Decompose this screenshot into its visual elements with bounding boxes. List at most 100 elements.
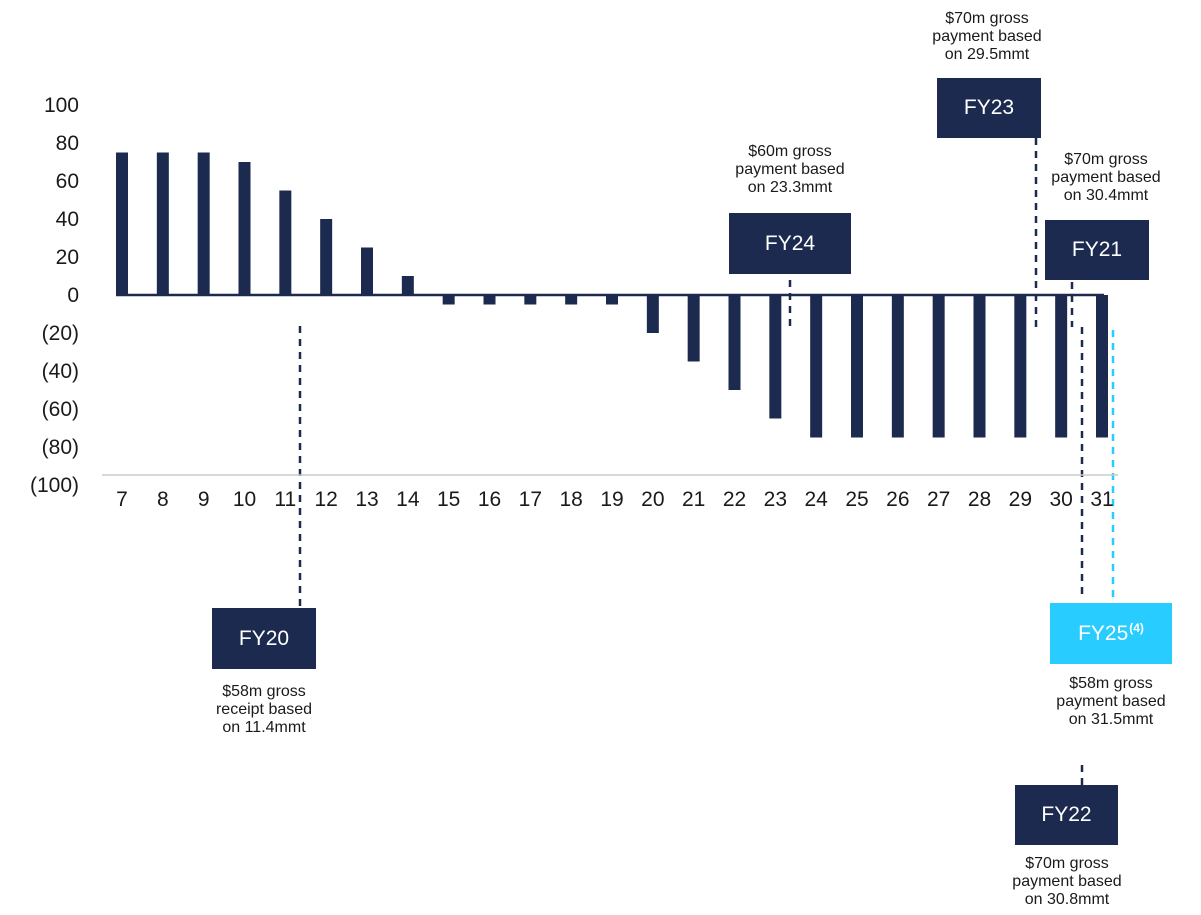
bar-19: [606, 295, 618, 305]
fy20-note-line-1: $58m gross: [222, 683, 306, 700]
x-tick-label: 13: [355, 488, 378, 511]
y-tick-label: 40: [56, 208, 79, 231]
bar-26: [891, 295, 904, 438]
y-tick-label: (20): [42, 322, 79, 345]
bar-27: [932, 295, 945, 438]
y-axis-ticks: 100 80 60 40 20 0 (20) (40) (60) (80) (100): [30, 94, 79, 497]
bar-14: [401, 276, 414, 295]
fy20-label-box: FY20: [212, 608, 316, 669]
fy22-note-line-2: payment based: [1012, 873, 1122, 890]
x-tick-label: 23: [764, 488, 787, 511]
fy23-note-line-2: payment based: [932, 28, 1042, 45]
bar-22: [728, 295, 741, 390]
x-tick-label: 24: [804, 488, 828, 511]
bar-25: [851, 295, 863, 438]
fy25-note-line-3: on 31.5mmt: [1068, 711, 1154, 728]
y-tick-label: (100): [30, 474, 79, 497]
x-tick-label: 11: [274, 488, 296, 511]
x-tick-label: 17: [519, 488, 542, 511]
y-tick-label: (80): [42, 436, 79, 459]
x-tick-label: 8: [157, 488, 169, 511]
bar-17: [524, 295, 537, 305]
fy20-note: $58m gross receipt based on 11.4mmt: [164, 683, 364, 737]
fy25-note-line-2: payment based: [1056, 693, 1166, 710]
fy24-note-line-3: on 23.3mmt: [747, 179, 833, 196]
x-tick-label: 27: [927, 488, 950, 511]
x-tick-label: 19: [600, 488, 623, 511]
y-tick-label: 20: [56, 246, 79, 269]
bar-23: [769, 295, 782, 419]
bar-11: [279, 190, 292, 295]
x-tick-label: 18: [559, 488, 582, 511]
bar-8: [156, 152, 169, 295]
bar-series: [116, 152, 1108, 438]
fy22-label: FY22: [1041, 803, 1092, 826]
fy20-label: FY20: [238, 626, 290, 650]
fy24-label-box: FY24: [729, 213, 851, 274]
chart-axes: [102, 293, 1118, 476]
fy23-label: FY23: [963, 96, 1015, 119]
bar-30: [1055, 295, 1068, 438]
fy20-note-line-2: receipt based: [215, 701, 313, 718]
fy25-note: $58m gross payment based on 31.5mmt: [1011, 675, 1201, 729]
bar-9: [197, 152, 210, 295]
fy23-label-box: FY23: [937, 78, 1041, 138]
callout-leader-lines: [298, 138, 1115, 785]
x-tick-label: 31: [1090, 488, 1113, 511]
x-tick-label: 9: [198, 488, 210, 511]
bar-12: [320, 219, 333, 295]
y-tick-label: 0: [67, 284, 79, 307]
fy21-label: FY21: [1071, 238, 1123, 261]
x-tick-label: 22: [723, 488, 746, 511]
y-tick-label: 60: [56, 170, 79, 193]
bar-28: [973, 295, 986, 438]
fy21-note-line-1: $70m gross: [1064, 151, 1148, 168]
fy21-label-box: FY21: [1045, 220, 1149, 280]
x-tick-label: 30: [1049, 488, 1072, 511]
x-tick-label: 14: [396, 488, 420, 511]
bar-21: [687, 295, 700, 362]
x-tick-label: 7: [116, 488, 128, 511]
fy22-note-line-1: $70m gross: [1025, 855, 1109, 872]
fy24-note-line-1: $60m gross: [748, 143, 832, 160]
fy21-note: $70m gross payment based on 30.4mmt: [1016, 151, 1196, 205]
x-tick-label: 21: [682, 488, 705, 511]
y-tick-label: (40): [42, 360, 79, 383]
bar-10: [238, 162, 251, 295]
x-axis-ticks: 7 8 9 10 11 12 13 14 15 16 17 18 19 20 21 22 23 24 25 26 27 2…: [116, 488, 1114, 511]
bar-31: [1096, 295, 1108, 438]
fy21-note-line-3: on 30.4mmt: [1063, 187, 1149, 204]
bar-20: [646, 295, 659, 333]
bar-18: [565, 295, 578, 305]
bar-15: [442, 295, 455, 305]
y-tick-label: (60): [42, 398, 79, 421]
fy23-note-line-1: $70m gross: [945, 10, 1029, 27]
x-tick-label: 20: [641, 488, 664, 511]
bar-16: [483, 295, 496, 305]
fy20-note-line-3: on 11.4mmt: [222, 719, 306, 736]
fy21-note-line-2: payment based: [1051, 169, 1161, 186]
x-tick-label: 15: [437, 488, 460, 511]
fy24-label: FY24: [764, 231, 816, 255]
x-tick-label: 29: [1009, 488, 1032, 511]
bar-7: [116, 152, 128, 295]
y-tick-label: 80: [56, 132, 79, 155]
fy24-note: $60m gross payment based on 23.3mmt: [690, 143, 890, 197]
x-tick-label: 16: [478, 488, 501, 511]
bar-13: [361, 247, 373, 295]
x-tick-label: 26: [886, 488, 909, 511]
fy25-note-line-1: $58m gross: [1069, 675, 1153, 692]
x-tick-label: 28: [968, 488, 991, 511]
fy22-note: $70m gross payment based on 30.8mmt: [967, 855, 1167, 909]
bar-29: [1014, 295, 1027, 438]
fy25-footnote-marker: (4): [1129, 620, 1144, 635]
fy22-label-box: FY22: [1015, 785, 1118, 845]
fy22-note-line-3: on 30.8mmt: [1024, 891, 1110, 908]
fy25-label: FY25: [1078, 621, 1129, 645]
x-tick-label: 25: [845, 488, 868, 511]
x-tick-label: 10: [233, 488, 256, 511]
fy24-note-line-2: payment based: [735, 161, 845, 178]
fy25-label-box: FY25 (4): [1050, 603, 1172, 664]
fy23-note: $70m gross payment based on 29.5mmt: [887, 10, 1087, 64]
